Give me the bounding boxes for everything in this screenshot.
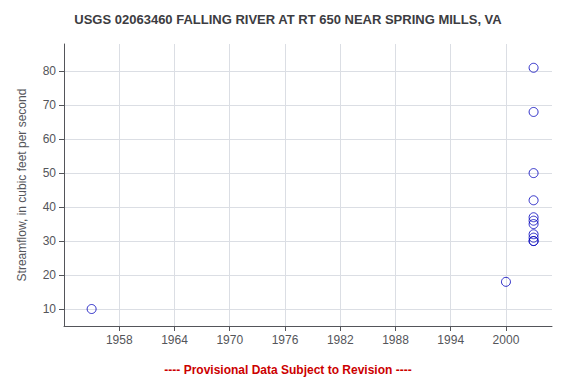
svg-text:1976: 1976 <box>272 333 299 347</box>
svg-text:2000: 2000 <box>493 333 520 347</box>
svg-text:60: 60 <box>43 132 57 146</box>
svg-text:1958: 1958 <box>106 333 133 347</box>
svg-text:1994: 1994 <box>437 333 464 347</box>
svg-text:1964: 1964 <box>161 333 188 347</box>
svg-text:1982: 1982 <box>327 333 354 347</box>
svg-text:50: 50 <box>43 166 57 180</box>
svg-text:1988: 1988 <box>382 333 409 347</box>
svg-text:70: 70 <box>43 98 57 112</box>
svg-text:---- Provisional Data Subject: ---- Provisional Data Subject to Revisio… <box>164 363 411 377</box>
svg-text:30: 30 <box>43 234 57 248</box>
svg-text:20: 20 <box>43 268 57 282</box>
svg-text:USGS 02063460 FALLING RIVER AT: USGS 02063460 FALLING RIVER AT RT 650 NE… <box>74 12 502 27</box>
svg-text:80: 80 <box>43 64 57 78</box>
svg-text:Streamflow, in cubic feet per: Streamflow, in cubic feet per second <box>15 89 29 282</box>
svg-text:40: 40 <box>43 200 57 214</box>
svg-text:10: 10 <box>43 302 57 316</box>
svg-text:1970: 1970 <box>216 333 243 347</box>
